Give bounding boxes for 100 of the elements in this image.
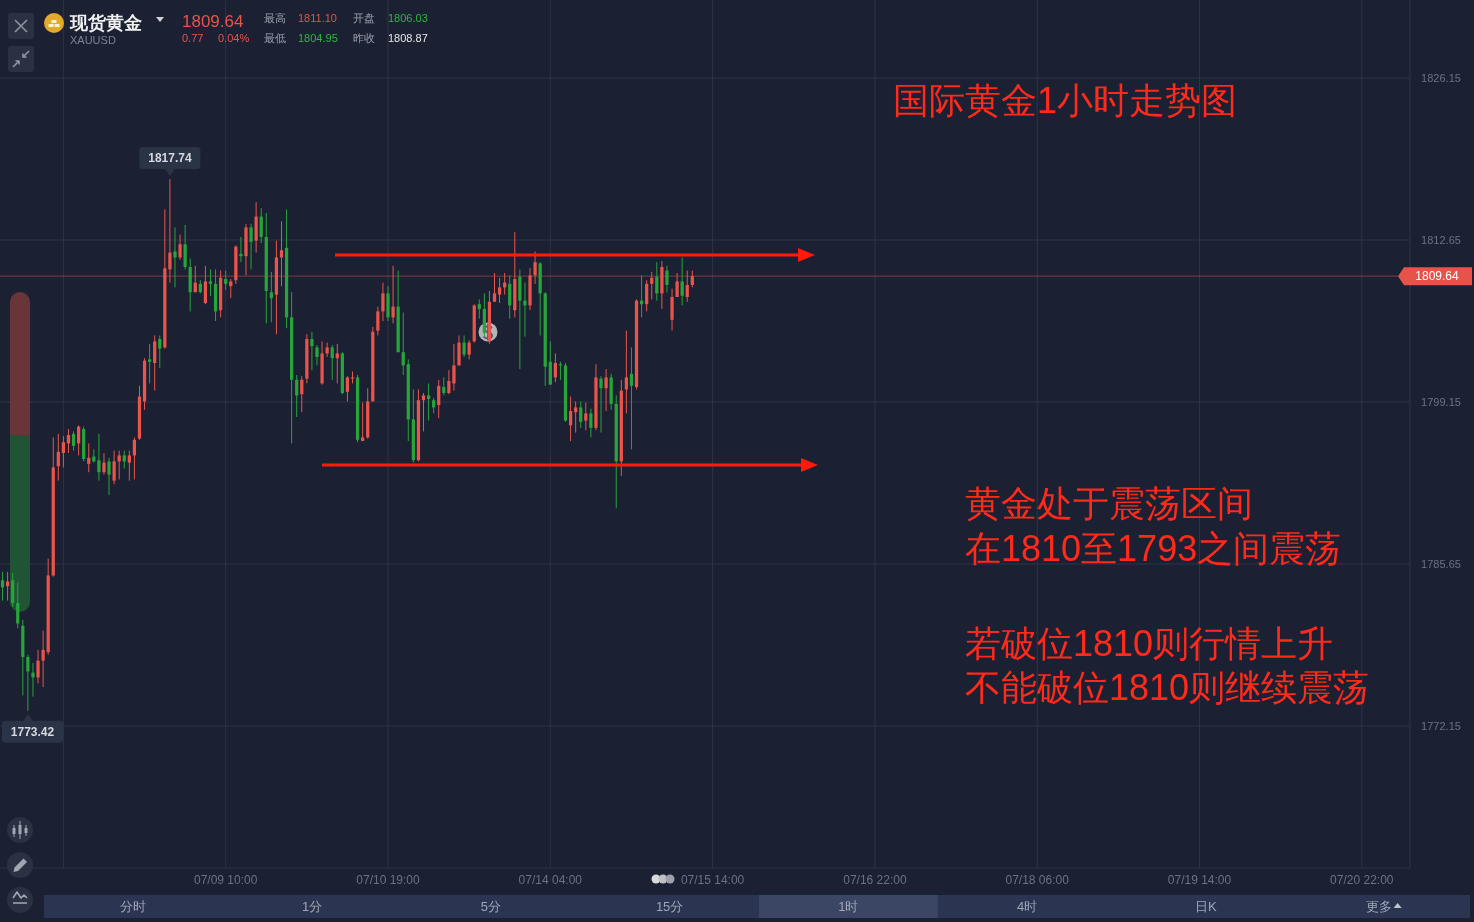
candlestick [376,306,380,336]
candlestick [148,343,152,384]
candlestick [584,402,588,431]
annotation: 1817.74 [148,150,192,165]
candlestick [112,450,116,485]
candlestick [675,272,679,298]
candlestick [452,343,456,392]
candlestick [87,442,91,473]
text: 4时 [1017,899,1038,914]
text: 日K [1195,899,1218,914]
y-tick-label: 1772.15 [1421,720,1461,733]
candlestick [345,375,350,402]
text: 1时 [838,899,859,914]
candlestick [462,334,466,358]
text: 1分 [302,899,323,914]
candlestick [335,343,339,384]
candlestick [624,330,629,414]
candlestick [97,433,101,482]
candlestick [361,402,365,442]
annotation: 1809.64 [182,12,244,31]
candlestick [71,430,76,452]
y-tick-label: 1799.15 [1421,396,1461,409]
x-tick-label: 07/20 22:00 [1330,873,1394,887]
candlestick [315,344,319,366]
candlestick [153,334,157,392]
text: 分时 [120,899,147,914]
annotation: 开盘 [353,12,375,24]
annotation: 0.04% [218,32,250,44]
candlestick [127,450,131,482]
candlestick [310,331,314,371]
candlestick [11,572,15,608]
candlestick [325,342,329,358]
annotation: 不能破位1810则继续震荡 [965,667,1370,708]
candlestick [442,376,446,396]
candlestick [330,344,334,381]
x-tick-label: 07/19 14:00 [1167,873,1232,887]
candlestick [391,265,395,324]
candlestick [31,662,35,698]
candlestick [629,346,634,450]
candlestick [523,282,527,338]
candlestick [680,256,684,306]
text: 5分 [480,899,501,914]
annotation: 黄金处于震荡区间 [965,483,1253,524]
candlestick [589,408,593,438]
annotation: 若破位1810则行情上升 [965,623,1334,664]
candlestick [254,201,258,254]
candlestick [173,226,177,288]
candlestick [508,274,512,320]
annotation: 最低 [264,32,286,44]
annotation: 1806.03 [388,12,428,24]
candlestick [102,452,106,476]
candlestick [26,654,30,712]
candlestick [229,278,233,299]
x-tick-label: 07/10 19:00 [356,873,421,887]
candlestick [269,271,273,323]
candlestick [670,288,674,332]
x-tick-label: 07/09 10:00 [194,873,258,887]
candlestick [685,270,689,303]
annotation: 最高 [264,12,286,24]
candlestick [401,312,405,376]
candlestick [518,268,522,370]
candlestick [249,223,253,270]
candlestick [208,268,213,297]
candlestick [5,571,10,602]
candlestick [279,220,284,287]
annotation: XAUUSD [70,34,116,46]
candlestick [36,649,40,684]
candlestick [574,400,578,434]
candlestick [599,375,603,434]
candlestick [492,272,497,303]
x-tick-label: 07/14 04:00 [518,873,583,887]
annotation: 0.77 [182,32,204,44]
candlestick [497,277,502,304]
candlestick [447,369,451,395]
candlestick [183,224,187,270]
ref-line-label: 1809.64 [1415,269,1460,284]
candlestick [645,279,649,312]
candlestick [579,400,583,429]
text: 15分 [655,899,684,914]
annotation: 昨收 [353,32,375,44]
annotation: 1808.87 [388,32,428,44]
candlestick [41,630,45,688]
candlestick [168,178,172,284]
candlestick [381,282,385,322]
x-tick-label: 07/16 22:00 [843,873,907,887]
candlestick [426,382,431,422]
candlestick [107,457,111,496]
annotation: 1811.10 [298,12,337,24]
text: 更多 [1365,899,1392,914]
text: 国际黄金1小时走势图 [893,80,1238,121]
candlestick [122,450,126,470]
x-tick-label: 07/15 14:00 [680,873,745,887]
candlestick [437,379,441,419]
annotation: 1773.42 [10,724,55,739]
candlestick [16,582,20,629]
candlestick [61,435,66,468]
candlestick [259,207,263,244]
y-tick-label: 1812.65 [1421,234,1461,247]
candlestick [421,392,426,432]
candlestick [467,339,471,360]
